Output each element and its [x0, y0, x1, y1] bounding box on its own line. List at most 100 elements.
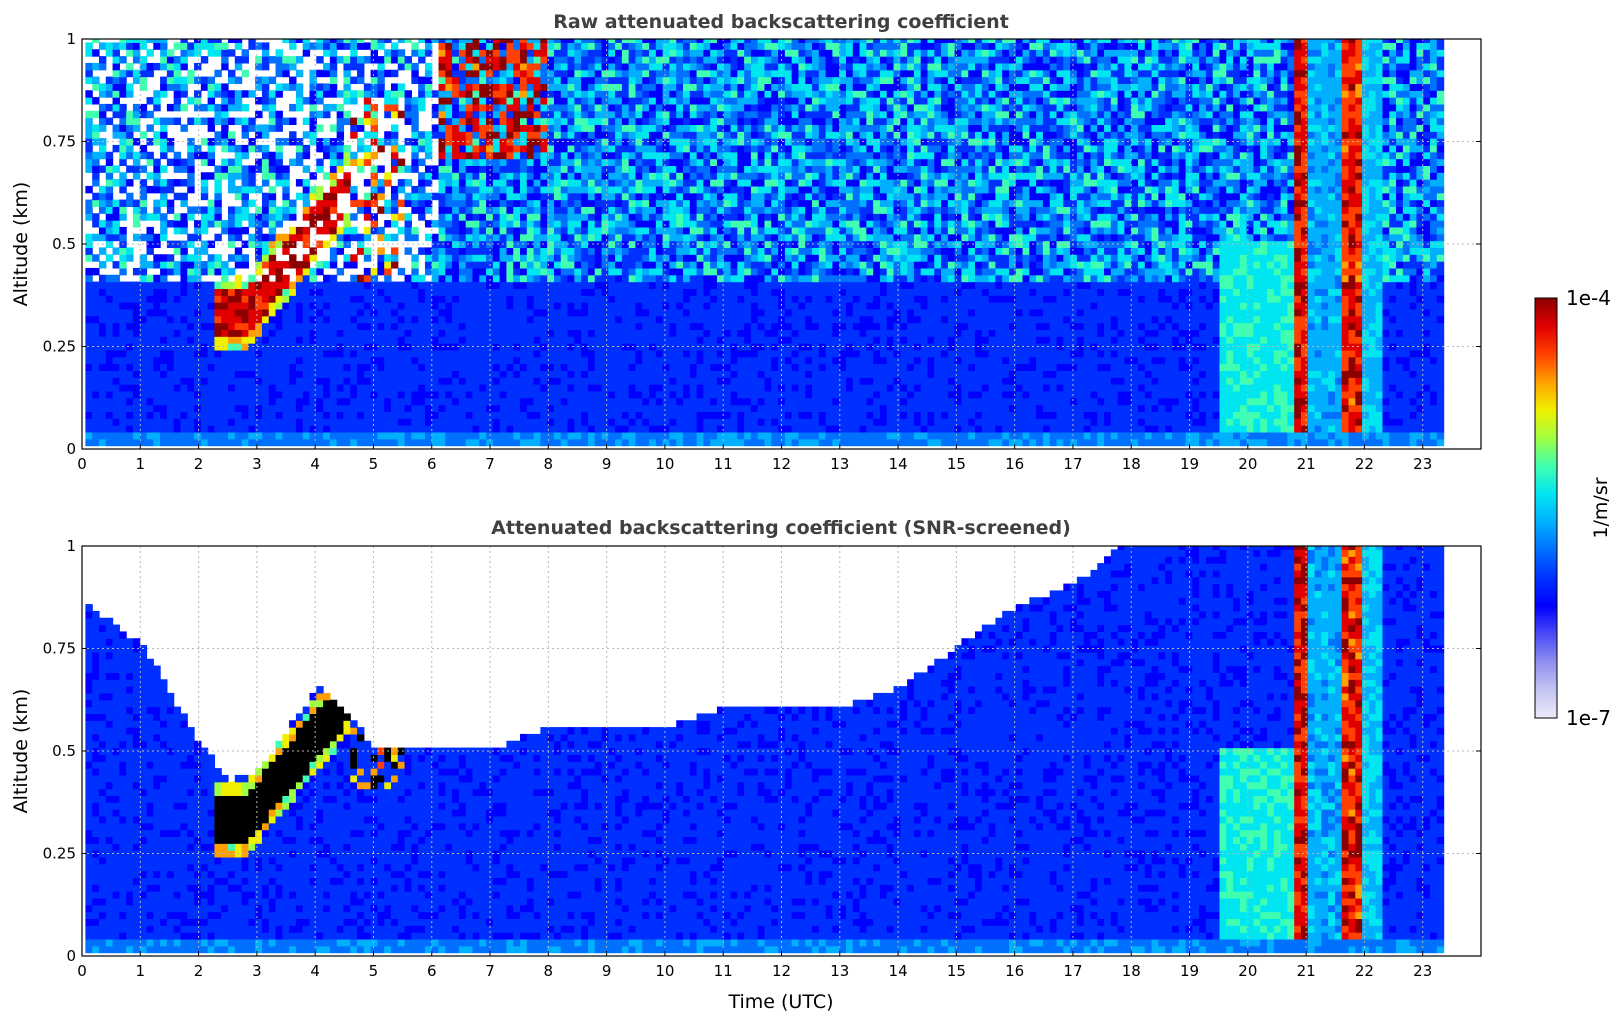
heatmap-cell [397, 425, 406, 433]
heatmap-cell [418, 438, 426, 447]
heatmap-cell [85, 42, 93, 50]
heatmap-cell [329, 281, 338, 290]
heatmap-cell [601, 267, 609, 276]
heatmap-cell [533, 315, 541, 324]
heatmap-cell [214, 438, 222, 447]
heatmap-cell [553, 438, 562, 447]
heatmap-cell [336, 165, 345, 173]
heatmap-cell [492, 62, 501, 71]
heatmap-cell [180, 165, 188, 173]
heatmap-cell [105, 158, 114, 167]
heatmap-cell [363, 267, 372, 276]
heatmap-cell [649, 295, 657, 303]
heatmap-cell [282, 247, 290, 255]
heatmap-cell [289, 56, 297, 64]
heatmap-cell [723, 261, 732, 269]
heatmap-cell [173, 247, 182, 255]
heatmap-cell [615, 185, 623, 194]
heatmap-cell [635, 185, 643, 194]
heatmap-cell [676, 226, 684, 235]
heatmap-cell [587, 438, 596, 447]
heatmap-cell [363, 206, 372, 214]
heatmap-cell [261, 42, 270, 50]
heatmap-cell [621, 151, 630, 160]
heatmap-cell [445, 144, 453, 153]
heatmap-cell [418, 349, 426, 358]
heatmap-cell [574, 199, 582, 208]
heatmap-cell [261, 302, 270, 310]
heatmap-cell [621, 411, 630, 419]
heatmap-cell [506, 288, 514, 296]
heatmap-cell [486, 267, 494, 276]
heatmap-cell [716, 49, 725, 57]
heatmap-cell [567, 124, 575, 132]
heatmap-cell [635, 179, 643, 187]
heatmap-cell [98, 411, 107, 419]
heatmap-cell [139, 370, 148, 378]
heatmap-cell [655, 240, 664, 249]
heatmap-cell [445, 62, 453, 71]
heatmap-cell [424, 261, 433, 269]
heatmap-cell [513, 172, 521, 180]
heatmap-cell [370, 281, 379, 290]
heatmap-cell [329, 62, 338, 71]
heatmap-cell [594, 247, 603, 255]
heatmap-cell [465, 315, 474, 324]
heatmap-cell [574, 42, 582, 50]
heatmap-cell [207, 42, 216, 50]
heatmap-cell [710, 131, 718, 139]
heatmap-cell [506, 425, 514, 433]
heatmap-cell [119, 144, 127, 153]
heatmap-cell [683, 343, 691, 351]
heatmap-cell [295, 343, 304, 351]
heatmap-cell [370, 404, 379, 413]
heatmap-cell [615, 220, 623, 228]
heatmap-cell [153, 438, 161, 447]
heatmap-cell [228, 97, 236, 105]
heatmap-cell [696, 247, 704, 255]
heatmap-cell [669, 76, 677, 85]
heatmap-cell [581, 49, 589, 57]
heatmap-cell [445, 288, 453, 296]
heatmap-cell [710, 390, 718, 399]
heatmap-cell [479, 247, 487, 255]
heatmap-cell [683, 390, 691, 399]
heatmap-cell [628, 124, 637, 132]
heatmap-cell [689, 69, 698, 78]
heatmap-cell [479, 329, 487, 337]
heatmap-cell [234, 165, 243, 173]
heatmap-cell [615, 356, 623, 365]
heatmap-cell [492, 144, 501, 153]
heatmap-cell [370, 308, 379, 317]
heatmap-cell [316, 349, 324, 358]
heatmap-cell [153, 254, 161, 262]
heatmap-cell [723, 302, 732, 310]
heatmap-cell [472, 103, 480, 112]
heatmap-cell [445, 69, 453, 78]
heatmap-cell [452, 49, 460, 57]
heatmap-cell [594, 267, 603, 276]
heatmap-cell [411, 124, 419, 132]
heatmap-cell [696, 39, 704, 44]
heatmap-cell [689, 425, 698, 433]
heatmap-cell [357, 384, 365, 392]
heatmap-cell [357, 404, 365, 413]
heatmap-cell [384, 69, 392, 78]
heatmap-cell [363, 404, 372, 413]
heatmap-cell [492, 267, 501, 276]
heatmap-cell [146, 172, 154, 180]
heatmap-cell [615, 144, 623, 153]
heatmap-cell [683, 39, 691, 44]
heatmap-cell [560, 308, 569, 317]
heatmap-cell [323, 431, 331, 440]
heatmap-cell [397, 336, 406, 344]
heatmap-cell [540, 384, 548, 392]
heatmap-cell [458, 220, 467, 228]
heatmap-cell [642, 56, 650, 64]
heatmap-cell [309, 90, 317, 98]
heatmap-cell [533, 267, 541, 276]
heatmap-cell [669, 97, 677, 105]
heatmap-cell [418, 97, 426, 105]
heatmap-cell [438, 172, 446, 180]
heatmap-cell [486, 199, 494, 208]
